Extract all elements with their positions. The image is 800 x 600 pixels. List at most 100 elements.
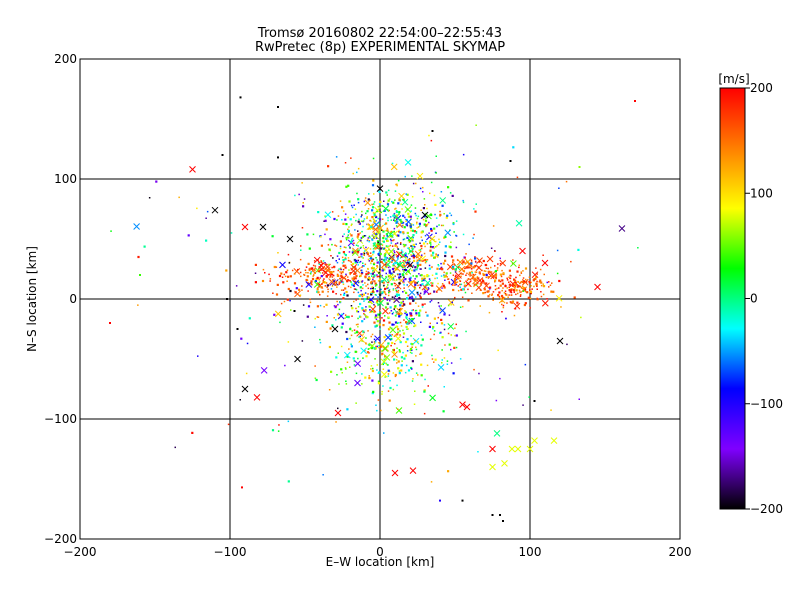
- data-point: [435, 217, 438, 219]
- data-point: [402, 270, 405, 272]
- data-point: [404, 312, 406, 315]
- data-point: [347, 279, 349, 281]
- data-point: [205, 217, 207, 219]
- data-point: [385, 249, 388, 251]
- data-point: [284, 364, 286, 367]
- data-point: [394, 343, 396, 345]
- data-point: [395, 244, 398, 247]
- data-point: [411, 196, 414, 198]
- data-point: [306, 275, 309, 278]
- data-point: [377, 253, 380, 256]
- data-point: [536, 273, 538, 275]
- data-point: [373, 203, 375, 205]
- data-point: [385, 214, 387, 216]
- y-tick-label: 100: [54, 172, 77, 186]
- data-point: [522, 290, 525, 292]
- data-point: [393, 358, 396, 361]
- data-point: [461, 499, 464, 502]
- data-point: [367, 258, 370, 261]
- data-cross: [520, 286, 528, 294]
- data-point: [352, 279, 355, 281]
- data-cross: [489, 463, 496, 471]
- data-point: [433, 290, 436, 293]
- data-point: [355, 372, 358, 375]
- data-point: [404, 371, 407, 374]
- data-point: [473, 266, 475, 269]
- data-point: [369, 301, 372, 304]
- data-point: [358, 294, 361, 298]
- data-point: [427, 284, 429, 286]
- data-cross: [394, 335, 402, 342]
- data-point: [475, 284, 478, 286]
- data-point: [434, 277, 436, 280]
- data-point: [361, 235, 365, 238]
- data-point: [487, 267, 489, 270]
- data-point: [362, 257, 364, 259]
- data-point: [316, 305, 319, 308]
- data-point: [505, 317, 507, 320]
- data-point: [426, 259, 429, 261]
- data-point: [478, 271, 481, 274]
- data-point: [143, 245, 146, 248]
- data-cross: [372, 226, 379, 233]
- data-point: [399, 307, 402, 310]
- data-point: [303, 274, 306, 276]
- data-point: [457, 266, 460, 268]
- data-point: [369, 248, 372, 250]
- data-point: [405, 316, 408, 319]
- data-point: [342, 265, 345, 267]
- data-point: [320, 260, 322, 262]
- data-point: [522, 286, 526, 290]
- data-point: [348, 272, 351, 274]
- data-cross: [369, 305, 377, 313]
- data-point: [388, 399, 391, 402]
- data-point: [414, 288, 417, 290]
- data-point: [382, 298, 384, 300]
- data-point: [403, 238, 406, 240]
- data-point: [509, 301, 512, 303]
- data-point: [402, 329, 404, 332]
- data-point: [453, 268, 455, 270]
- data-point: [421, 277, 424, 280]
- data-point: [509, 160, 512, 162]
- data-point: [462, 199, 464, 202]
- data-point: [378, 241, 381, 243]
- data-point: [440, 262, 442, 265]
- data-point: [361, 255, 363, 258]
- data-point: [357, 233, 360, 236]
- data-point: [275, 293, 279, 296]
- data-point: [482, 279, 485, 283]
- data-point: [363, 253, 365, 256]
- data-point: [467, 266, 470, 269]
- data-point: [416, 221, 418, 224]
- data-point: [358, 218, 360, 221]
- data-point: [357, 245, 359, 247]
- data-cross: [241, 385, 249, 393]
- data-point: [494, 276, 497, 279]
- data-cross: [501, 460, 508, 467]
- data-point: [446, 360, 449, 362]
- chart-title-line1: Tromsø 20160802 22:54:00–22:55:43: [257, 26, 502, 41]
- data-point: [462, 260, 465, 263]
- data-point: [403, 226, 406, 229]
- data-point: [447, 304, 450, 307]
- data-point: [383, 255, 386, 258]
- data-point: [499, 284, 502, 287]
- data-point: [399, 297, 401, 299]
- data-cross: [313, 256, 321, 264]
- data-point: [449, 246, 452, 249]
- data-point: [455, 274, 457, 277]
- data-point: [411, 297, 413, 299]
- data-point: [500, 294, 504, 298]
- data-point: [368, 377, 371, 380]
- data-point: [225, 269, 228, 272]
- data-cross: [211, 206, 219, 214]
- data-point: [421, 283, 424, 286]
- data-point: [336, 300, 338, 303]
- data-point: [422, 279, 425, 282]
- data-point: [240, 337, 243, 340]
- data-point: [402, 264, 405, 267]
- data-point: [350, 343, 352, 345]
- data-point: [376, 227, 379, 230]
